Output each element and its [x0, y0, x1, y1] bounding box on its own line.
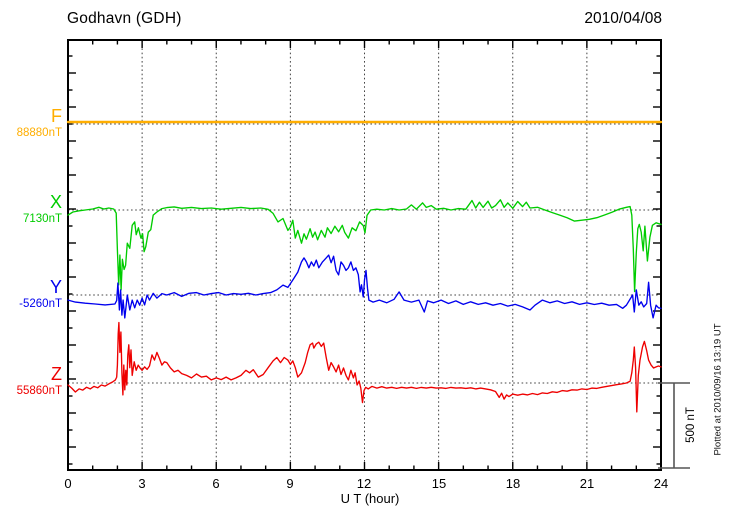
series-letter-z: Z: [51, 364, 62, 384]
x-tick-6: 6: [212, 476, 220, 491]
x-tick-18: 18: [505, 476, 521, 491]
x-tick-21: 21: [579, 476, 595, 491]
series-letter-x: X: [49, 192, 62, 212]
series-label-f: F 88880nT: [17, 106, 62, 140]
x-tick-3: 3: [138, 476, 146, 491]
x-tick-9: 9: [286, 476, 294, 491]
series-letter-f: F: [51, 106, 62, 126]
series-label-y: Y -5260nT: [19, 277, 62, 311]
series-baseline-x: 7130nT: [22, 213, 62, 225]
scale-bar-label: 500 nT: [685, 407, 697, 443]
series-baseline-z: 55860nT: [16, 385, 62, 397]
date-label: 2010/04/08: [584, 10, 662, 27]
series-baseline-y: -5260nT: [19, 298, 62, 310]
series-label-x: X 7130nT: [23, 192, 62, 226]
x-tick-15: 15: [431, 476, 447, 491]
page-title: Godhavn (GDH): [67, 10, 182, 27]
series-baseline-f: 88880nT: [16, 127, 62, 139]
series-label-z: Z 55860nT: [17, 364, 62, 398]
x-tick-24: 24: [653, 476, 669, 491]
x-tick-0: 0: [64, 476, 72, 491]
plotted-at-label: Plotted at 2010/09/16 13:19 UT: [712, 323, 724, 456]
x-tick-12: 12: [356, 476, 372, 491]
x-axis-label: U T (hour): [340, 491, 400, 506]
series-letter-y: Y: [49, 277, 62, 297]
